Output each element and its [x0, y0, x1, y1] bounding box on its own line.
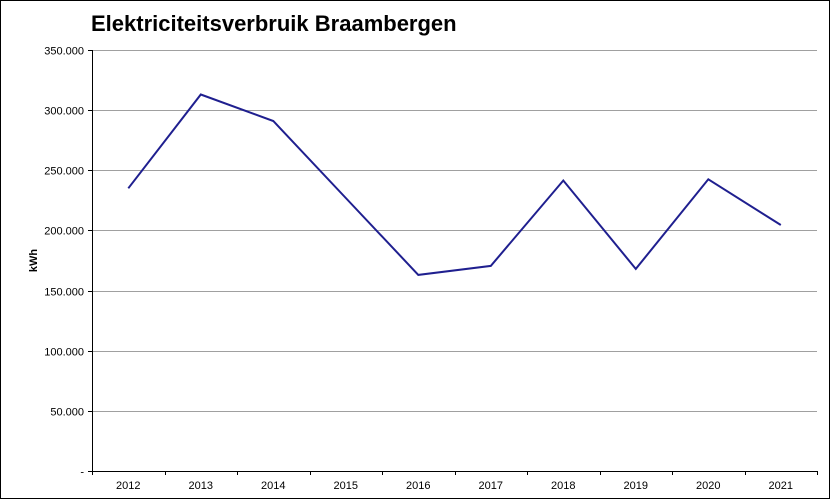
- y-tick-label: -: [80, 467, 84, 479]
- x-tick-label: 2017: [479, 480, 503, 492]
- x-tick-label: 2018: [551, 480, 575, 492]
- series-line: [127, 93, 782, 276]
- gridlines: [92, 50, 817, 412]
- y-tick-labels: - 50.000 100.000 150.000 200.000 250.000 300.0…: [44, 46, 84, 479]
- y-tick-label: 250.000: [44, 166, 84, 178]
- y-axis-label: kWh: [28, 249, 40, 273]
- x-tick-labels: 2012 2013 2014 2015 2016 2017 2018 2019 2020 2021: [116, 480, 793, 492]
- x-tick-label: 2020: [696, 480, 720, 492]
- x-tick-label: 2014: [261, 480, 285, 492]
- axes: [88, 50, 818, 475]
- x-tick-label: 2021: [769, 480, 793, 492]
- y-tick-label: 200.000: [44, 226, 84, 238]
- y-tick-label: 350.000: [44, 46, 84, 58]
- series-lines: [127, 93, 782, 276]
- y-tick-label: 300.000: [44, 106, 84, 118]
- y-tick-label: 150.000: [44, 287, 84, 299]
- x-tick-label: 2012: [116, 480, 140, 492]
- x-tick-label: 2015: [334, 480, 358, 492]
- x-tick-label: 2013: [189, 480, 213, 492]
- y-tick-label: 100.000: [44, 347, 84, 359]
- y-tick-label: 50.000: [50, 407, 84, 419]
- x-tick-label: 2019: [624, 480, 648, 492]
- chart-title: Elektriciteitsverbruik Braambergen: [91, 11, 457, 36]
- x-tick-label: 2016: [406, 480, 430, 492]
